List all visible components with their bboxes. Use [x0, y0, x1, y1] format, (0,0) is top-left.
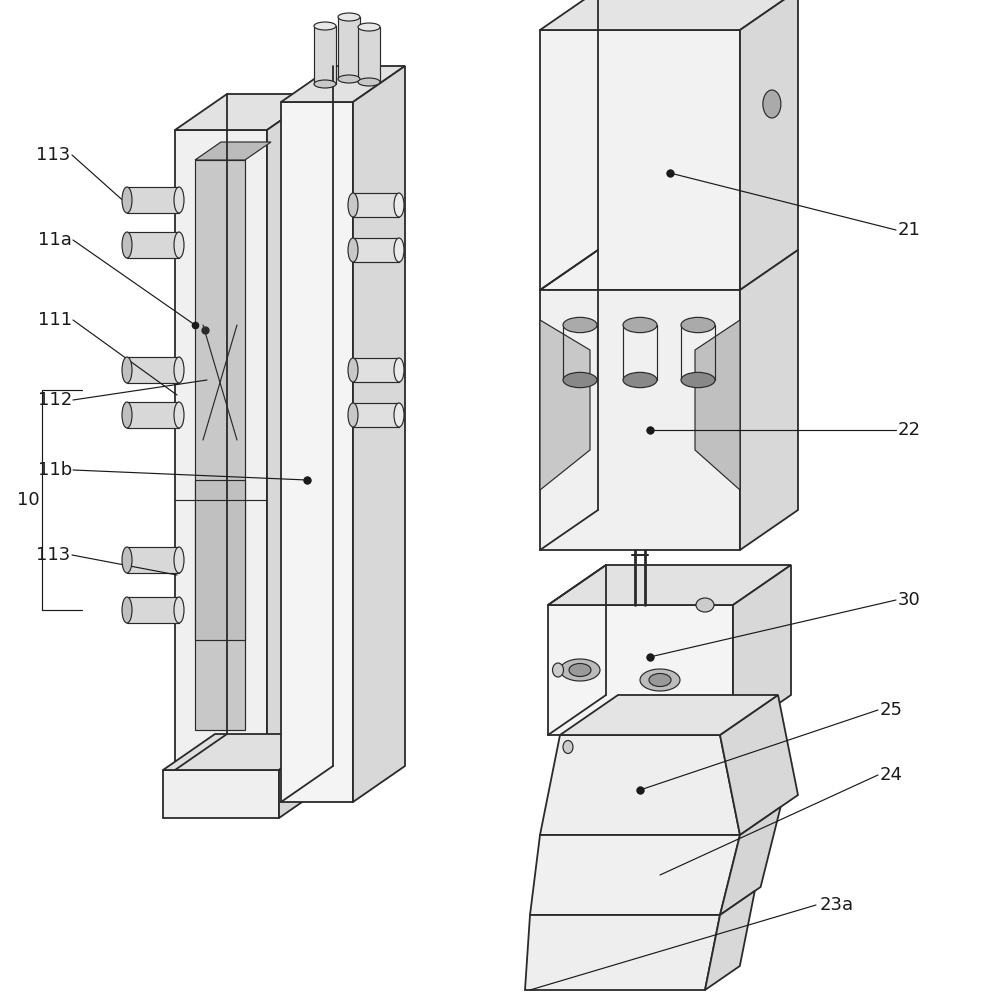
Polygon shape [720, 695, 798, 835]
Text: 24: 24 [880, 766, 903, 784]
Polygon shape [338, 17, 360, 79]
Ellipse shape [394, 238, 404, 262]
Ellipse shape [122, 402, 132, 428]
Ellipse shape [553, 663, 564, 677]
Text: 111: 111 [38, 311, 72, 329]
Ellipse shape [394, 403, 404, 427]
Ellipse shape [696, 598, 714, 612]
Polygon shape [127, 357, 179, 383]
Ellipse shape [649, 674, 671, 686]
Polygon shape [540, 735, 740, 835]
Ellipse shape [174, 402, 184, 428]
Polygon shape [540, 30, 740, 290]
Polygon shape [358, 27, 380, 82]
Polygon shape [175, 94, 319, 130]
Ellipse shape [174, 187, 184, 213]
Polygon shape [163, 770, 279, 818]
Polygon shape [127, 547, 179, 573]
Ellipse shape [394, 358, 404, 382]
Text: 21: 21 [898, 221, 921, 239]
Ellipse shape [681, 372, 715, 388]
Ellipse shape [681, 317, 715, 333]
Polygon shape [530, 835, 740, 915]
Text: 22: 22 [898, 421, 921, 439]
Polygon shape [127, 232, 179, 258]
Text: 30: 30 [898, 591, 921, 609]
Ellipse shape [640, 669, 680, 691]
Ellipse shape [338, 75, 360, 83]
Ellipse shape [122, 232, 132, 258]
Polygon shape [740, 250, 798, 550]
Ellipse shape [560, 659, 600, 681]
Polygon shape [540, 320, 590, 490]
Ellipse shape [314, 80, 336, 88]
Polygon shape [695, 320, 740, 490]
Polygon shape [548, 605, 733, 735]
Polygon shape [540, 0, 798, 30]
Polygon shape [279, 734, 331, 818]
Ellipse shape [394, 193, 404, 217]
Polygon shape [127, 402, 179, 428]
Polygon shape [195, 160, 245, 730]
Polygon shape [740, 0, 798, 290]
Polygon shape [281, 102, 353, 802]
Polygon shape [314, 26, 336, 84]
Ellipse shape [569, 664, 591, 676]
Ellipse shape [563, 317, 597, 333]
Ellipse shape [348, 358, 358, 382]
Ellipse shape [314, 22, 336, 30]
Polygon shape [720, 807, 781, 915]
Polygon shape [525, 915, 720, 990]
Polygon shape [540, 290, 740, 550]
Polygon shape [353, 193, 399, 217]
Ellipse shape [174, 547, 184, 573]
Ellipse shape [122, 547, 132, 573]
Ellipse shape [122, 357, 132, 383]
Polygon shape [281, 66, 405, 102]
Polygon shape [353, 358, 399, 382]
Polygon shape [127, 597, 179, 623]
Ellipse shape [763, 90, 781, 118]
Text: 112: 112 [38, 391, 72, 409]
Ellipse shape [338, 13, 360, 21]
Polygon shape [127, 187, 179, 213]
Polygon shape [705, 891, 755, 990]
Text: 113: 113 [36, 146, 70, 164]
Ellipse shape [563, 372, 597, 388]
Polygon shape [353, 66, 405, 802]
Ellipse shape [623, 317, 657, 333]
Ellipse shape [122, 597, 132, 623]
Polygon shape [163, 734, 331, 770]
Polygon shape [548, 565, 791, 605]
Ellipse shape [348, 403, 358, 427]
Polygon shape [195, 480, 245, 640]
Text: 113: 113 [36, 546, 70, 564]
Ellipse shape [174, 357, 184, 383]
Text: 11b: 11b [38, 461, 72, 479]
Polygon shape [175, 130, 267, 770]
Text: 11a: 11a [38, 231, 72, 249]
Polygon shape [267, 94, 319, 770]
Polygon shape [560, 695, 778, 735]
Polygon shape [353, 403, 399, 427]
Text: 23a: 23a [820, 896, 854, 914]
Text: 10: 10 [17, 491, 40, 509]
Ellipse shape [348, 238, 358, 262]
Ellipse shape [623, 372, 657, 388]
Ellipse shape [174, 232, 184, 258]
Text: 25: 25 [880, 701, 903, 719]
Polygon shape [733, 565, 791, 735]
Ellipse shape [563, 740, 573, 754]
Ellipse shape [174, 597, 184, 623]
Ellipse shape [348, 193, 358, 217]
Polygon shape [353, 238, 399, 262]
Ellipse shape [122, 187, 132, 213]
Ellipse shape [358, 78, 380, 86]
Polygon shape [195, 142, 271, 160]
Ellipse shape [358, 23, 380, 31]
